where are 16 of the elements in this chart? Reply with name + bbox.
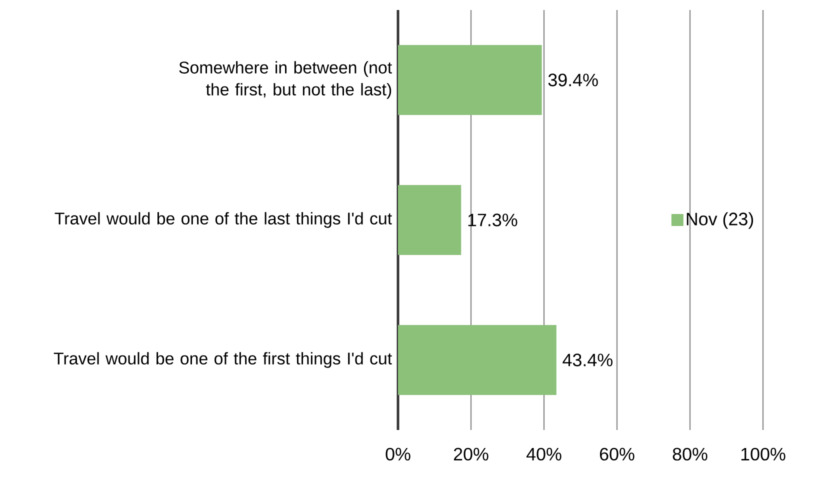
y-tick-label: Somewhere in between (not the first, but not the last) [179, 61, 392, 99]
x-tick-label: 80% [672, 448, 708, 461]
bar [398, 44, 542, 115]
x-tick-label: 60% [600, 448, 634, 461]
y-tick-label: Travel would be one of the last things I'd cut [54, 212, 392, 228]
x-tick-label: 20% [454, 448, 488, 461]
x-tick-label: 100% [741, 448, 786, 461]
data-label: 39.4% [548, 74, 598, 86]
bar [398, 324, 556, 395]
data-label: 43.4% [562, 354, 612, 366]
bar [398, 184, 462, 255]
legend-label: Nov (23) [686, 212, 754, 229]
x-tick-label: 0% [386, 448, 410, 461]
y-tick-label: Travel would be one of the first things I'd cut [54, 352, 392, 368]
x-tick-label: 40% [526, 448, 562, 461]
data-label: 17.3% [468, 214, 518, 226]
